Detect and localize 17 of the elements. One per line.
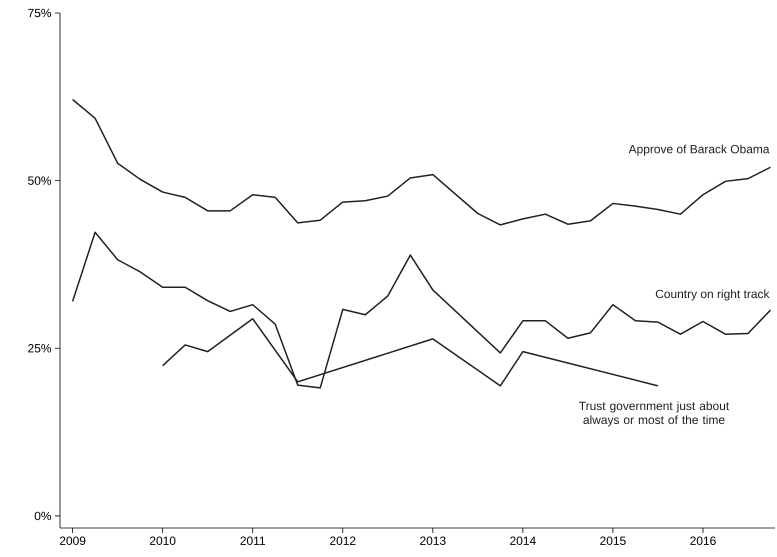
x-tick-label: 2014 [510,536,536,545]
x-tick-label: 2015 [600,536,626,545]
y-tick-label: 75% [28,8,52,18]
line-series [72,232,772,389]
series-label: Country on right track [656,289,770,301]
line-series [72,98,772,226]
y-tick-label: 0% [34,512,52,520]
text: Trust government just about always or most of the time [579,401,730,426]
y-tick-label: 25% [28,344,52,353]
x-tick-label: 2016 [690,536,716,545]
x-tick-label: 2010 [150,536,176,545]
x-tick-label: 2009 [60,536,86,545]
x-tick-label: 2012 [330,536,356,545]
x-tick-label: 2013 [420,536,446,545]
y-tick-label: 50% [28,176,52,185]
x-tick-label: 2011 [240,536,265,545]
series-label: Approve of Barack Obama [628,144,770,156]
